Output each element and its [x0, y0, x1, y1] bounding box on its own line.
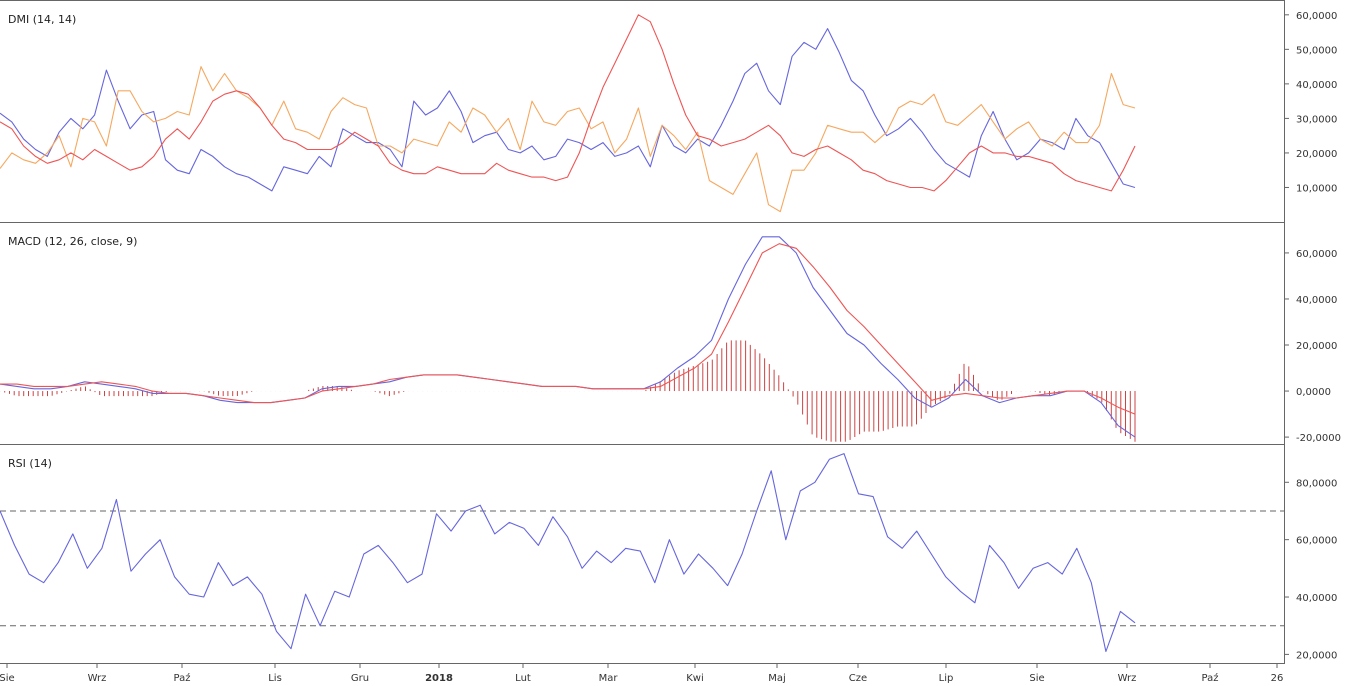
rsi-y-tick-label: 40,0000 [1296, 593, 1337, 604]
rsi-plot-area [0, 453, 1284, 653]
dmi-plot-area [0, 14, 1136, 213]
time-axis-label: 2018 [425, 673, 453, 684]
rsi-rsi-line [0, 453, 1136, 653]
time-axis-label: Maj [768, 673, 786, 684]
macd-y-tick-label: -20,0000 [1296, 433, 1341, 444]
rsi-panel-title: RSI (14) [8, 457, 52, 470]
time-axis: Sie Wrz Paź Lis Gru 2018 Lut Mar Kwi Maj Cze Lip Sie… [0, 663, 1283, 684]
time-axis-label: Mar [599, 673, 619, 684]
time-axis-label: Gru [351, 673, 369, 684]
time-axis-label: Lis [268, 673, 282, 684]
panel-frames [0, 0, 1285, 664]
time-axis-label: Sie [0, 673, 15, 684]
dmi-y-tick-label: 60,0000 [1296, 11, 1337, 22]
time-axis-label: Cze [849, 673, 867, 684]
time-axis-label: Paź [174, 672, 191, 684]
rsi-y-tick-label: 60,0000 [1296, 536, 1337, 547]
macd-y-tick-label: 0,0000 [1296, 387, 1331, 398]
rsi-y-tick-label: 80,0000 [1296, 478, 1337, 489]
rsi-y-tick-label: 20,0000 [1296, 650, 1337, 661]
dmi-minus-di-line [0, 66, 1136, 213]
macd-panel-title: MACD (12, 26, close, 9) [8, 235, 137, 248]
macd-y-tick-label: 20,0000 [1296, 341, 1337, 352]
dmi-panel-title: DMI (14, 14) [8, 13, 76, 26]
time-axis-label: Paź [1202, 672, 1219, 684]
dmi-y-tick-label: 20,0000 [1296, 149, 1337, 160]
macd-y-tick-label: 60,0000 [1296, 249, 1337, 260]
dmi-adx-line [0, 14, 1136, 192]
dmi-y-axis: 60,0000 50,0000 40,0000 30,0000 20,0000 10,00… [1284, 11, 1337, 194]
dmi-y-tick-label: 50,0000 [1296, 45, 1337, 56]
macd-signal-line [0, 243, 1136, 415]
time-axis-label: Lip [939, 673, 954, 684]
time-axis-label: 26 [1271, 673, 1284, 684]
rsi-y-axis: 80,0000 60,0000 40,0000 20,0000 [1284, 478, 1337, 661]
time-axis-label: Sie [1029, 673, 1044, 684]
macd-y-tick-label: 40,0000 [1296, 295, 1337, 306]
dmi-plus-di-line [0, 28, 1136, 192]
time-axis-label: Lut [515, 673, 531, 684]
time-axis-label: Kwi [686, 673, 704, 684]
macd-plot-area [0, 236, 1136, 442]
macd-y-axis: 60,0000 40,0000 20,0000 0,0000 -20,0000 [1284, 249, 1341, 444]
dmi-y-tick-label: 30,0000 [1296, 114, 1337, 125]
time-axis-label: Wrz [1118, 673, 1137, 684]
dmi-y-tick-label: 10,0000 [1296, 183, 1337, 194]
time-axis-label: Wrz [88, 673, 107, 684]
dmi-y-tick-label: 40,0000 [1296, 80, 1337, 91]
